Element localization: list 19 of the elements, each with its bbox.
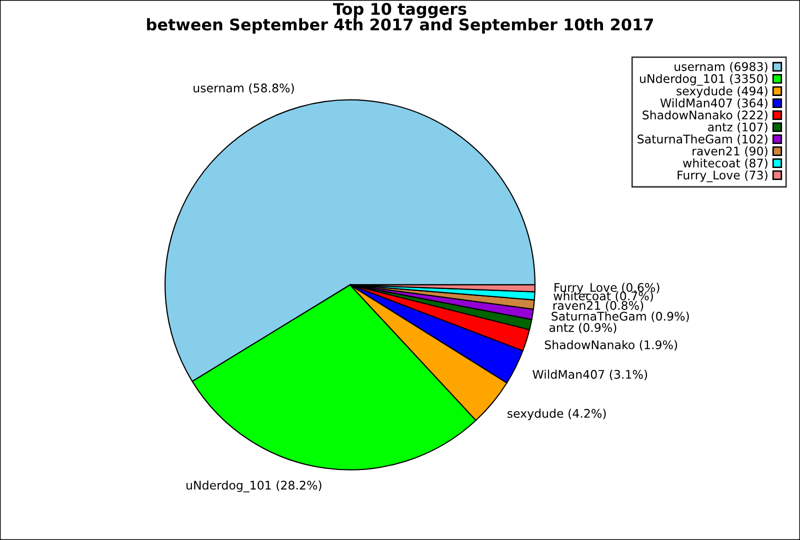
data-label: uNderdog_101 (28.2%) — [186, 480, 322, 492]
legend-label: SaturnaTheGam (102) — [638, 134, 768, 145]
data-label: usernam (58.8%) — [194, 83, 294, 94]
legend-label: Furry_Love (73) — [678, 170, 768, 182]
legend-label: uNderdog_101 (3350) — [640, 74, 768, 86]
legend-label: WildMan407 (364) — [660, 98, 768, 109]
data-label: antz (0.9%) — [549, 322, 616, 334]
data-label: sexydude (4.2%) — [508, 408, 606, 420]
legend-label: sexydude (494) — [676, 86, 768, 98]
legend-label: usernam (6983) — [674, 62, 768, 72]
legend-label: whitecoat (87) — [683, 158, 768, 169]
data-label: ShadowNanako (1.9%) — [544, 340, 678, 351]
data-label: WildMan407 (3.1%) — [532, 370, 648, 380]
legend-label: ShadowNanako (222) — [642, 110, 768, 121]
legend-label: raven21 (90) — [692, 146, 768, 157]
chart-title: Top 10 taggers between September 4th 2017 and September 10th 2017 — [147, 2, 653, 34]
data-label: SaturnaTheGam (0.9%) — [552, 312, 689, 322]
data-label: raven21 (0.8%) — [553, 300, 644, 312]
legend-label: antz (107) — [708, 122, 768, 133]
